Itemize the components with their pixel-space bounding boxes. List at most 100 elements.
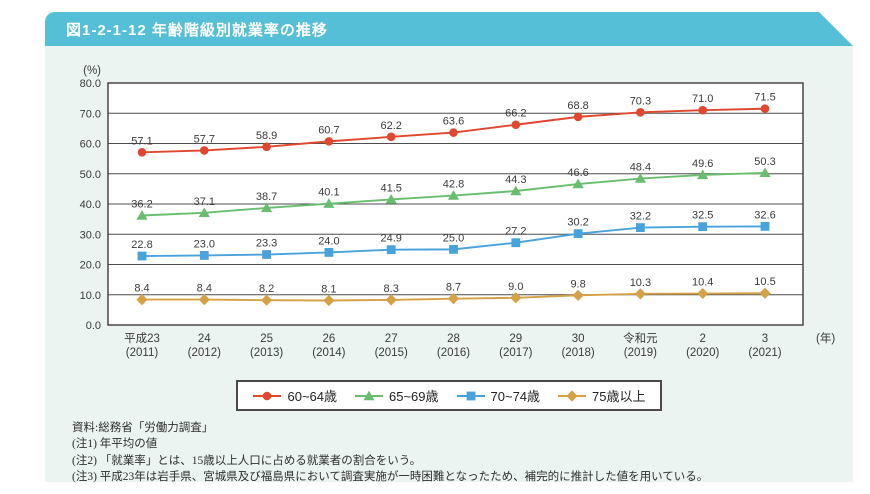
x-axis-unit-label: (年) — [816, 331, 835, 345]
x-tick-era-label: 28 — [447, 333, 460, 345]
x-tick-year-label: (2015) — [375, 347, 408, 359]
data-point-marker — [200, 146, 209, 155]
data-point-marker — [262, 142, 271, 152]
data-value-label: 60.7 — [318, 124, 339, 136]
data-value-label: 42.8 — [443, 179, 464, 191]
x-tick-year-label: (2014) — [312, 347, 345, 359]
x-tick-era-label: 2 — [699, 333, 705, 345]
data-value-label: 23.3 — [256, 238, 277, 250]
data-value-label: 10.5 — [754, 276, 775, 288]
legend-label: 60~64歳 — [287, 389, 337, 404]
data-point-marker — [261, 202, 273, 213]
x-tick-year-label: (2017) — [499, 347, 532, 359]
figure-panel: 図1-2-1-12 年齢階級別就業率の推移 0.0 10.0 20.0 30.0 40.… — [45, 12, 853, 483]
data-value-label: 57.1 — [131, 135, 152, 147]
x-tick-era-label: 24 — [198, 333, 211, 345]
data-value-label: 57.7 — [194, 133, 215, 145]
legend-marker-triangle-icon — [355, 390, 383, 400]
data-point-marker — [759, 287, 771, 299]
data-value-label: 32.2 — [630, 211, 651, 223]
data-point-marker — [760, 104, 770, 114]
data-value-label: 37.1 — [194, 196, 215, 208]
x-tick-year-label: (2021) — [748, 347, 781, 359]
data-value-label: 8.4 — [134, 283, 149, 295]
data-point-marker — [572, 178, 584, 189]
data-point-marker — [636, 108, 645, 117]
legend-label: 75歳以上 — [592, 389, 646, 404]
data-point-marker — [449, 244, 458, 254]
legend-marker-diamond-icon — [558, 389, 587, 402]
data-value-label: 62.2 — [380, 120, 401, 132]
series-65~69歳: 36.2 37.1 38.7 40.1 41.5 42.8 44.3 46.6 48.4 49.6… — [131, 156, 776, 220]
data-value-label: 58.9 — [256, 130, 277, 142]
data-point-marker — [697, 169, 709, 180]
data-point-marker — [511, 238, 521, 248]
legend-marker-shape — [363, 390, 375, 400]
data-point-marker — [386, 132, 396, 142]
data-value-label: 32.5 — [692, 210, 713, 222]
y-tick-label: 20.0 — [80, 260, 101, 272]
data-point-marker — [198, 207, 210, 217]
footnote-2: (注2) 「就業率」とは、15歳以上人口に占める就業者の割合をいう。 — [72, 454, 422, 467]
x-tick-era-label: 平成23 — [124, 332, 160, 345]
data-value-label: 70.3 — [630, 95, 651, 107]
x-tick-era-label: 令和元 — [623, 331, 658, 345]
legend-marker-square-icon — [456, 391, 485, 400]
data-point-marker — [447, 293, 460, 305]
y-axis-tick-labels: 0.0 10.0 20.0 30.0 40.0 50.0 60.0 70.0 80.0 — [80, 78, 101, 332]
data-value-label: 24.0 — [318, 235, 339, 247]
x-tick-era-label: 3 — [762, 333, 768, 345]
data-value-label: 40.1 — [318, 187, 339, 199]
data-value-label: 71.5 — [754, 92, 775, 104]
x-tick-era-label: 25 — [260, 333, 273, 345]
chart-area: 0.0 10.0 20.0 30.0 40.0 50.0 60.0 70.0 80.0 (%) 57… — [58, 58, 853, 373]
data-value-label: 10.4 — [692, 277, 713, 289]
figure-title-bar: 図1-2-1-12 年齢階級別就業率の推移 — [45, 12, 853, 46]
plot-border — [107, 82, 804, 326]
y-axis-unit-label: (%) — [83, 65, 101, 77]
data-value-label: 41.5 — [380, 182, 401, 194]
data-point-marker — [385, 194, 397, 204]
figure-body: 0.0 10.0 20.0 30.0 40.0 50.0 60.0 70.0 80.0 (%) 57… — [45, 46, 853, 483]
data-value-label: 66.2 — [505, 108, 526, 120]
data-point-marker — [573, 112, 583, 122]
y-tick-label: 50.0 — [80, 169, 101, 181]
data-value-label: 22.8 — [131, 239, 152, 251]
data-value-label: 63.6 — [443, 116, 464, 128]
legend-marker-shape — [466, 391, 475, 400]
data-value-label: 25.0 — [443, 232, 464, 244]
data-point-marker — [759, 167, 771, 178]
data-value-label: 71.0 — [692, 93, 713, 105]
data-value-label: 36.2 — [131, 198, 152, 210]
data-value-label: 10.3 — [630, 277, 651, 289]
data-point-marker — [511, 120, 521, 130]
data-point-marker — [386, 245, 396, 255]
data-value-label: 9.0 — [508, 281, 523, 293]
legend-item-65~69歳: 65~69歳 — [354, 386, 439, 405]
series-60~64歳: 57.1 57.7 58.9 60.7 62.2 63.6 66.2 68.8 70.3 71.0… — [131, 92, 776, 157]
data-point-marker — [636, 223, 645, 232]
data-value-label: 23.0 — [194, 238, 215, 250]
data-point-marker — [698, 222, 708, 232]
data-point-marker — [262, 250, 271, 259]
data-point-marker — [136, 293, 148, 306]
x-tick-era-label: 26 — [323, 333, 336, 345]
data-point-marker — [510, 185, 522, 196]
legend-label: 65~69歳 — [389, 389, 439, 404]
x-tick-year-label: (2018) — [561, 347, 594, 359]
data-value-label: 44.3 — [505, 174, 526, 186]
x-tick-era-label: 30 — [572, 333, 585, 345]
legend-marker-shape — [566, 389, 578, 402]
x-tick-era-label: 27 — [385, 333, 398, 345]
data-point-marker — [324, 137, 334, 146]
data-value-label: 68.8 — [567, 100, 588, 112]
data-point-marker — [324, 248, 334, 257]
data-value-label: 8.3 — [384, 283, 399, 295]
data-value-label: 24.9 — [380, 233, 401, 245]
series-70~74歳: 22.8 23.0 23.3 24.0 24.9 25.0 27.2 30.2 32.2 32.5… — [131, 209, 776, 261]
data-value-label: 9.8 — [570, 278, 585, 290]
data-point-marker — [634, 173, 646, 183]
y-tick-label: 0.0 — [86, 320, 101, 332]
data-point-marker — [137, 147, 147, 157]
data-point-marker — [449, 128, 458, 137]
